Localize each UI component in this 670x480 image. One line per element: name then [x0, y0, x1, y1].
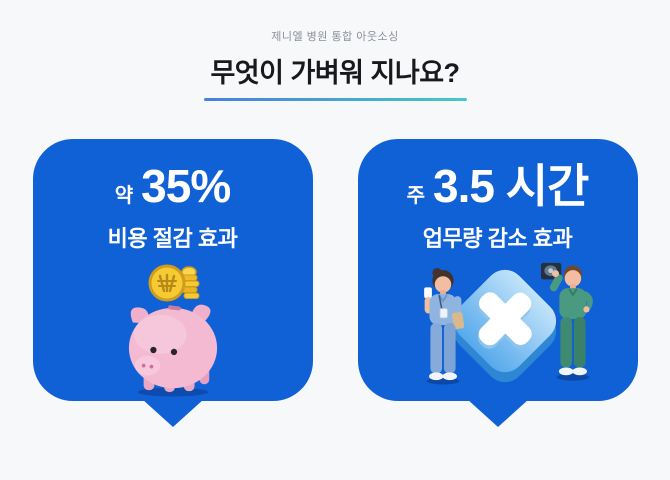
coins-illustration	[144, 261, 202, 305]
nurse-figure	[423, 268, 464, 385]
cost-saving-speech-bubble: 약 35% 비용 절감 효과	[32, 139, 313, 401]
card-cost-saving: 약 35% 비용 절감 효과	[32, 139, 313, 427]
gold-coins-icon	[148, 264, 199, 302]
cost-saving-label: 비용 절감 효과	[107, 226, 238, 251]
piggy-bank-icon	[128, 304, 217, 397]
stat-value: 35%	[141, 160, 231, 212]
speech-bubble-tail	[141, 399, 204, 427]
workload-speech-bubble: 주 3.5 시간 업무량 감소 효과	[357, 139, 638, 401]
speech-bubble-tail	[466, 399, 529, 427]
stat-prefix: 주	[406, 185, 426, 207]
page-title: 무엇이 가벼워 지나요?	[210, 58, 460, 88]
header-subtitle: 제니엘 병원 통합 아웃소싱	[271, 31, 399, 43]
piggy-bank-illustration	[114, 301, 232, 397]
workload-label: 업무량 감소 효과	[422, 226, 573, 251]
medical-team-illustration	[358, 255, 638, 391]
header: 제니엘 병원 통합 아웃소싱 무엇이 가벼워 지나요?	[0, 28, 670, 101]
doctor-figure	[540, 262, 593, 381]
stat-prefix: 약	[114, 185, 134, 207]
card-workload-reduction: 주 3.5 시간 업무량 감소 효과	[357, 139, 638, 427]
cards-row: 약 35% 비용 절감 효과	[0, 139, 670, 427]
medical-plus-button-icon	[453, 269, 556, 383]
title-underline	[203, 98, 467, 101]
stat-value: 3.5 시간	[433, 160, 589, 212]
cost-saving-stat: 약 35%	[114, 160, 231, 212]
workload-stat: 주 3.5 시간	[406, 160, 590, 212]
